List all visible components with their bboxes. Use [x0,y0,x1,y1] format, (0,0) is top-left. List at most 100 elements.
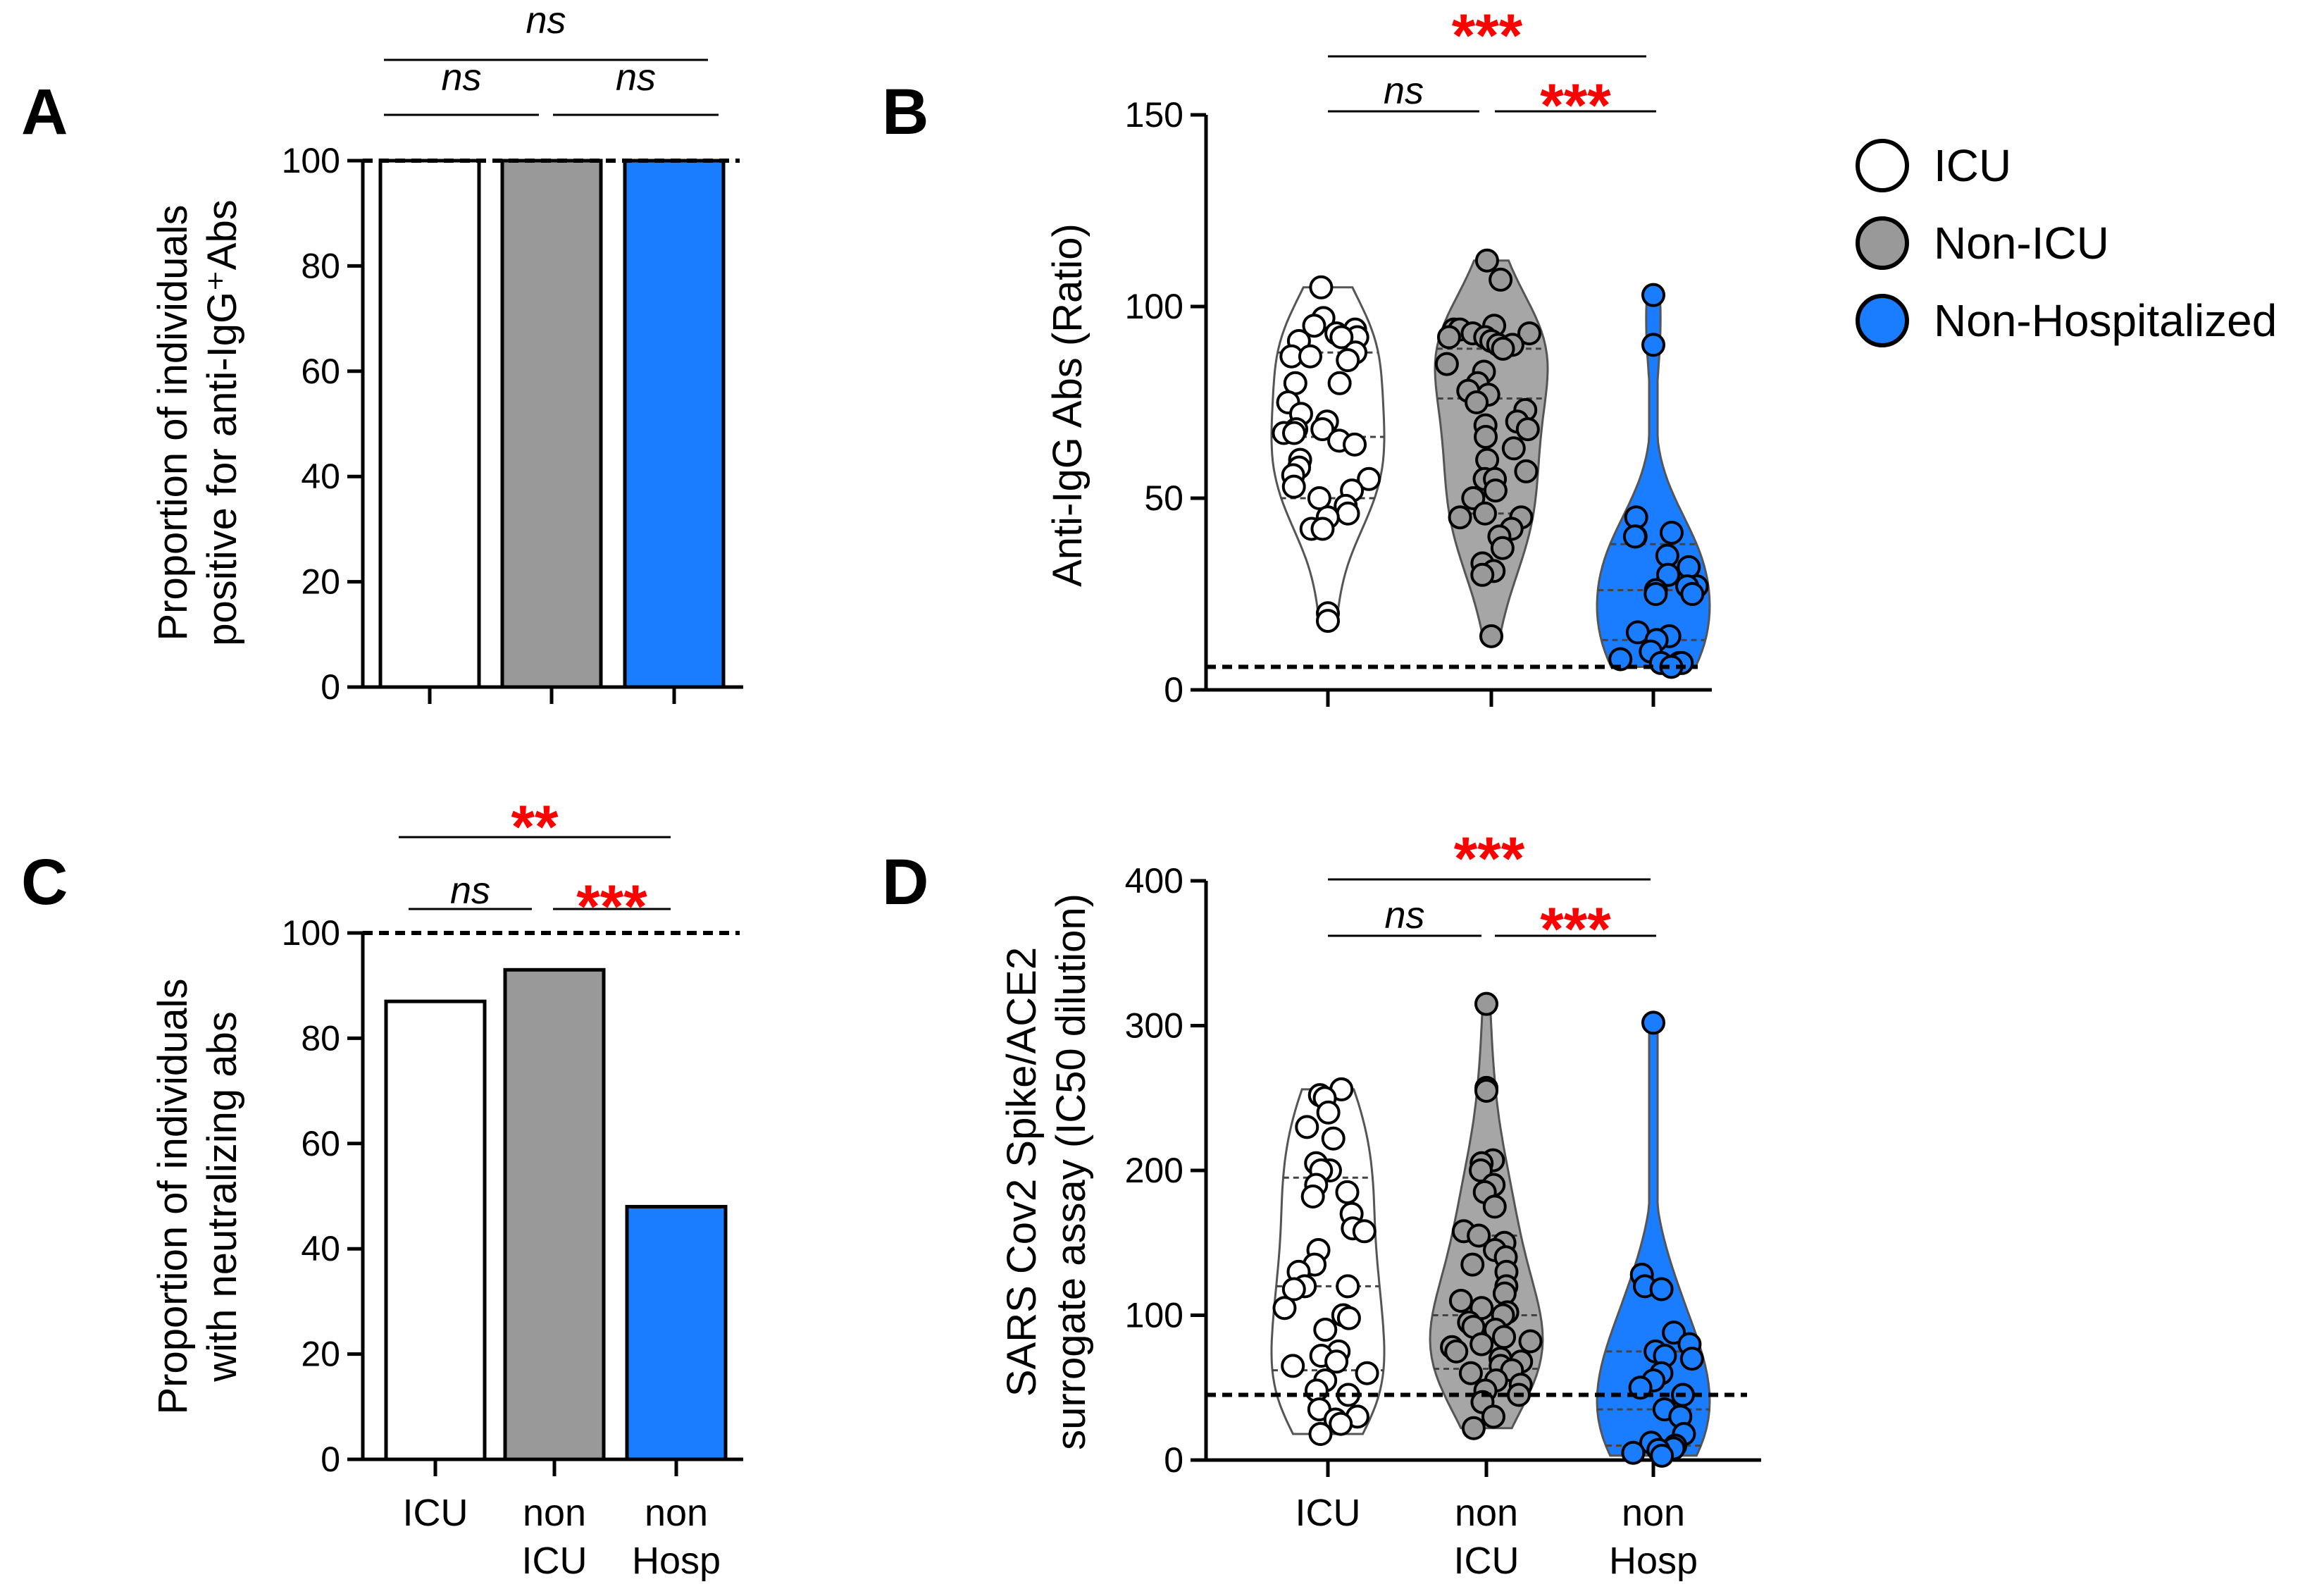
panel-d: D 0 100 200 300 400 SARS Cov2 Spike/ACE2 surrog… [882,825,1761,1582]
data-point [1352,1219,1377,1244]
data-point [1608,647,1633,672]
data-point [1650,1443,1674,1468]
panel-letter: C [21,846,68,918]
data-point [1501,436,1526,461]
legend-marker [1856,139,1909,192]
data-point [1518,1329,1543,1354]
data-point [1355,1361,1379,1385]
data-point [1321,1126,1346,1151]
data-point [1641,283,1665,307]
data-point [1621,1440,1646,1465]
y-tick-label: 20 [301,1335,340,1374]
legend-label: Non-Hospitalized [1934,295,2277,346]
bar [625,1204,728,1461]
data-point [1460,1252,1485,1277]
data-point [1335,1180,1360,1204]
data-point [1641,333,1665,357]
panel-letter: A [21,76,68,148]
significance-label: *** [1454,825,1525,893]
data-point [1643,582,1668,606]
data-point [1281,474,1306,499]
data-point [1474,991,1498,1016]
data-point [1662,1321,1686,1345]
data-point [1474,1078,1498,1103]
y-tick-label: 60 [301,352,340,391]
violin-icu [1270,286,1386,622]
data-point [1302,314,1326,338]
violin-icu [1270,1088,1386,1435]
legend-marker [1856,216,1909,270]
legend-label: ICU [1934,140,2011,191]
data-point [1316,609,1340,633]
data-point [1458,1361,1483,1385]
data-point [1465,390,1489,414]
x-category-label: ICU [403,1492,468,1534]
data-point [1336,1306,1361,1330]
data-point [1482,1194,1507,1219]
data-point [1434,352,1459,376]
data-point [1479,624,1503,648]
bar [623,159,726,689]
significance-label: ** [511,793,559,861]
data-point [1329,1411,1353,1436]
data-point [1514,459,1539,483]
x-category-label: ICU [1454,1540,1520,1582]
data-point [1309,275,1334,299]
significance-label: ns [441,56,481,99]
data-point [1343,432,1367,457]
significance-label: *** [1452,2,1523,70]
data-point [1474,248,1499,273]
panel-letter: B [882,76,928,148]
data-point [1329,325,1354,350]
legend: ICU Non-ICU Non-Hospitalized [1856,139,2277,347]
data-point [1272,1296,1297,1321]
data-point [1436,325,1461,350]
significance-label: *** [1540,72,1611,140]
data-point [1483,478,1508,503]
data-point [1281,421,1306,445]
y-tick-label: 80 [301,246,340,285]
y-tick-label: 60 [301,1124,340,1163]
significance-label: ns [1384,70,1424,112]
data-point [1336,348,1360,373]
y-tick-label: 0 [321,1440,340,1479]
x-category-label: non [523,1492,586,1534]
data-point [1467,1223,1491,1248]
data-point [1470,562,1495,587]
panel-a: A 0 20 40 60 80 100 Proportion of individuals po… [21,0,743,707]
data-point [1295,1115,1319,1139]
significance-label: *** [1540,896,1611,963]
x-category-label: non [1455,1492,1518,1534]
data-point [1324,1349,1349,1374]
significance-label: ns [1384,894,1424,936]
significance-label: *** [576,873,647,941]
panel-c: C 0 20 40 60 80 100 Proportion of individuals wi… [21,793,743,1582]
data-point [1281,1277,1306,1302]
y-tick-label: 0 [1164,1440,1183,1480]
data-point [1491,336,1515,361]
y-tick-label: 50 [1144,478,1183,518]
data-point [1448,1288,1473,1313]
data-point [1313,1318,1338,1342]
y-tick-label: 300 [1125,1006,1183,1046]
y-tick-label: 0 [1164,670,1183,710]
data-point [1489,267,1513,292]
y-tick-label: 100 [1125,287,1183,326]
significance-label: ns [526,0,566,42]
data-point [1474,424,1498,449]
data-point [1281,1354,1305,1378]
data-point [1472,501,1497,526]
bar [378,159,481,689]
significance-label: ns [616,56,656,99]
data-point [1515,417,1540,442]
y-tick-label: 40 [301,1229,340,1268]
bar [384,999,487,1461]
data-point [1641,1010,1665,1035]
data-point [1481,1404,1505,1429]
y-tick-label: 400 [1125,861,1183,901]
data-point [1308,1422,1333,1447]
bar [500,159,603,689]
data-point [1357,466,1381,491]
panel-b: B 0 50 100 150 Anti-IgG Abs (Ratio) *** ns *** [882,2,1712,710]
